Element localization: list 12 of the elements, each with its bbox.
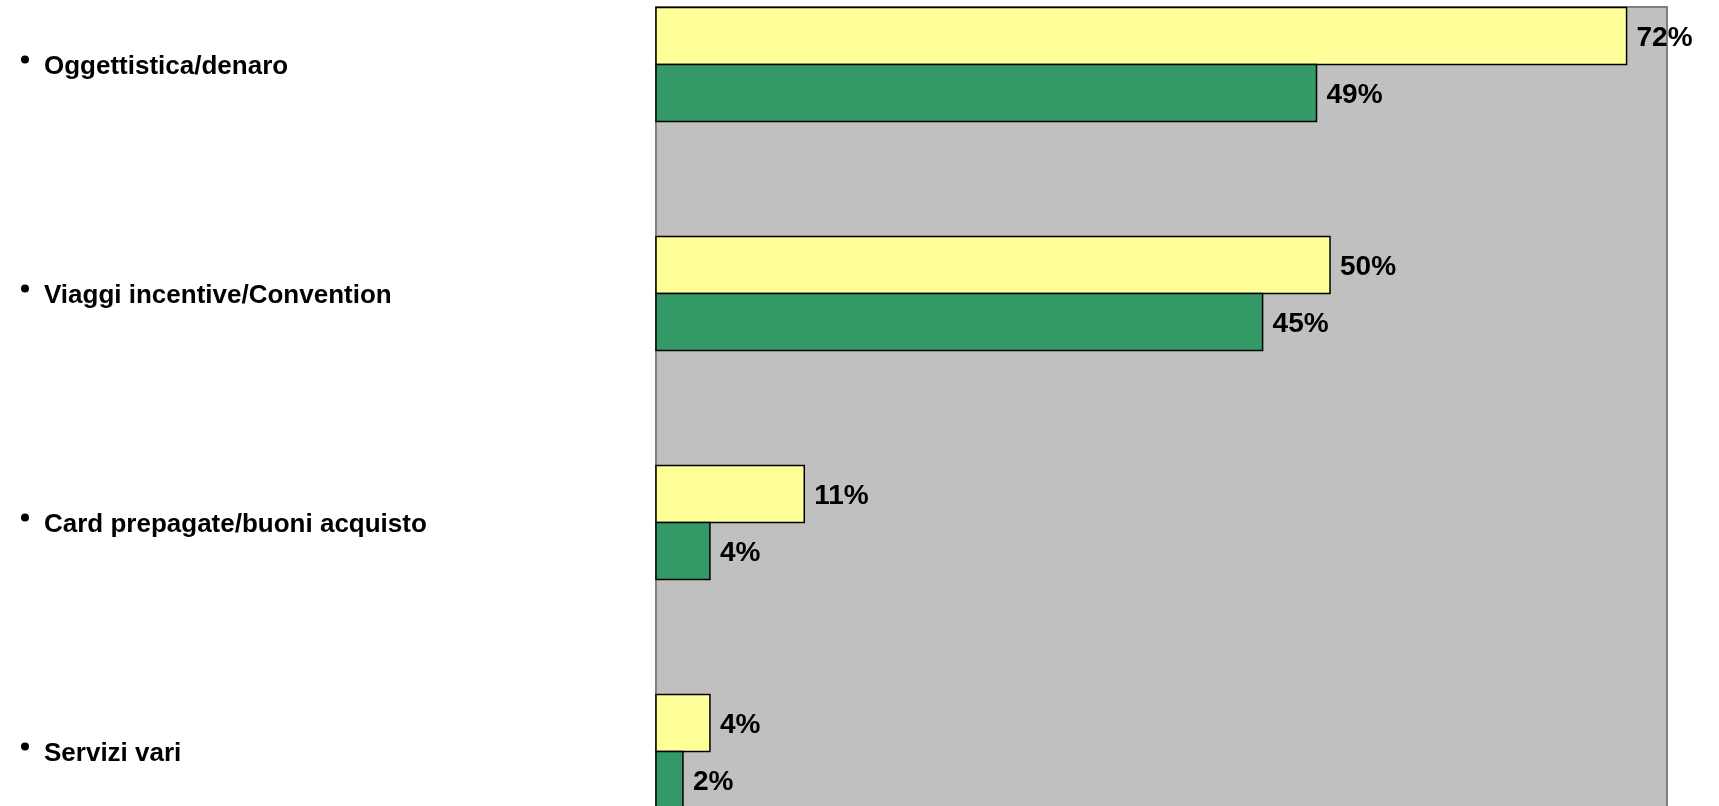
y-tick-label: Servizi vari (44, 736, 182, 767)
y-tick-label: Card prepagate/buoni acquisto (44, 507, 427, 538)
data-label: 11% (814, 478, 869, 510)
y-tick-label: Viaggi incentive/Convention (44, 278, 392, 309)
data-label: 2% (692, 764, 734, 796)
data-label: 72% (1636, 20, 1693, 52)
data-label: 4% (719, 707, 761, 739)
data-label: 50% (1340, 249, 1397, 281)
data-label: 4% (719, 535, 761, 567)
data-label: 45% (1272, 306, 1329, 338)
data-label: 49% (1326, 77, 1383, 109)
y-tick-label: Oggettistica/denaro (44, 49, 289, 80)
